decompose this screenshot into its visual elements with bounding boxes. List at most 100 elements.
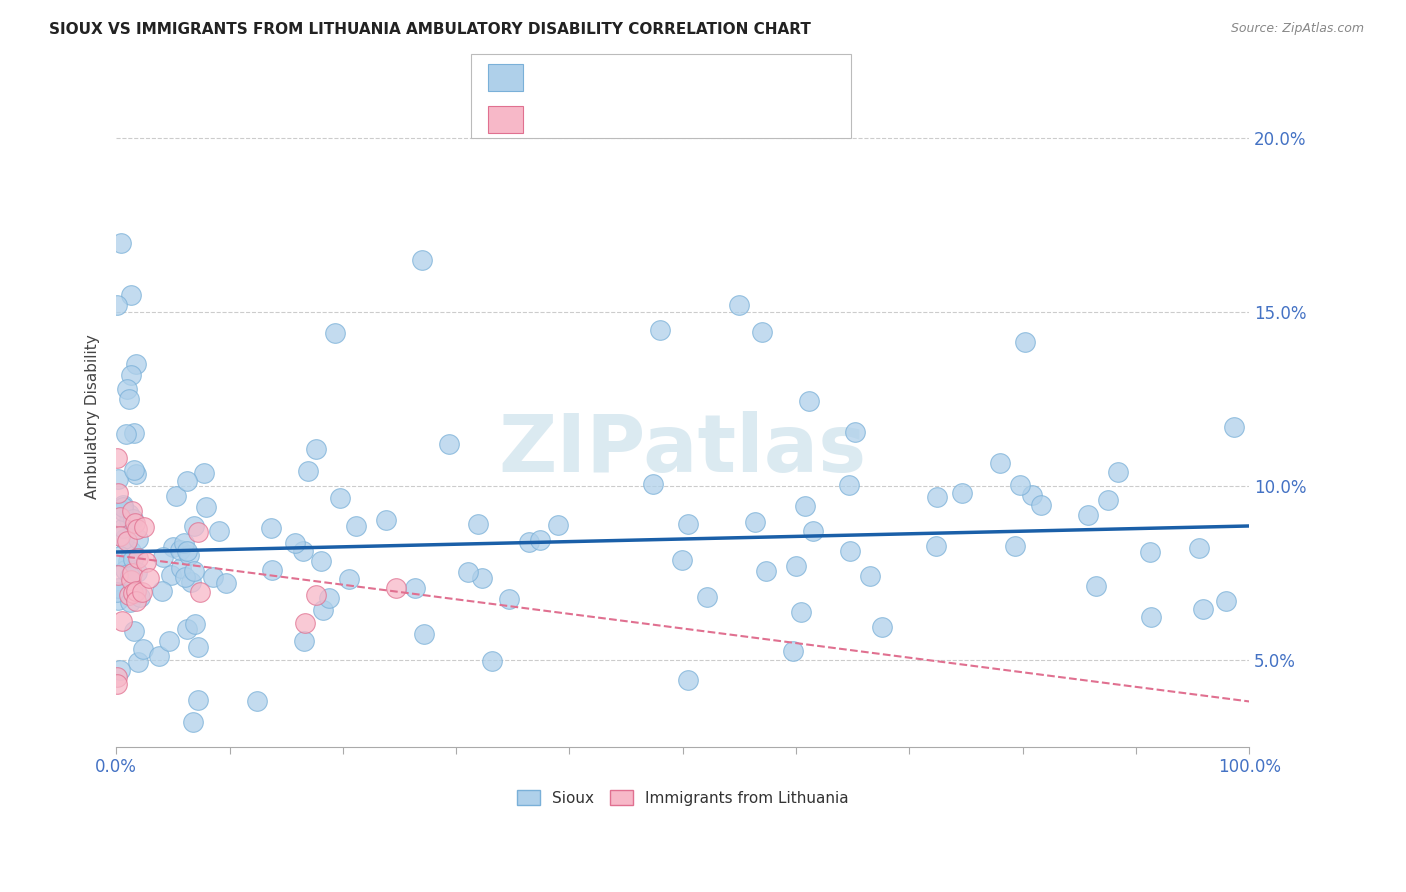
Point <box>118 513 141 527</box>
Point <box>375 513 398 527</box>
Point <box>118 595 141 609</box>
Text: SIOUX VS IMMIGRANTS FROM LITHUANIA AMBULATORY DISABILITY CORRELATION CHART: SIOUX VS IMMIGRANTS FROM LITHUANIA AMBUL… <box>49 22 811 37</box>
Point <box>547 518 569 533</box>
Point <box>135 555 157 569</box>
Point <box>121 552 143 566</box>
Point <box>118 588 141 602</box>
Point <box>744 515 766 529</box>
Text: R =: R = <box>534 70 562 85</box>
Point <box>1139 545 1161 559</box>
Point <box>165 489 187 503</box>
Point <box>176 474 198 488</box>
Point <box>121 566 143 581</box>
Point <box>437 437 460 451</box>
Point <box>138 571 160 585</box>
Point <box>797 394 820 409</box>
Point <box>457 565 479 579</box>
Point <box>838 478 860 492</box>
Point <box>120 573 142 587</box>
Point <box>176 622 198 636</box>
Point <box>1223 420 1246 434</box>
Point <box>183 564 205 578</box>
Point <box>292 543 315 558</box>
Point <box>115 533 138 548</box>
Point <box>180 574 202 589</box>
Point <box>105 298 128 312</box>
Point <box>755 564 778 578</box>
Point <box>988 456 1011 470</box>
Point <box>344 518 367 533</box>
Point <box>1084 579 1107 593</box>
Point <box>676 517 699 532</box>
Point <box>125 566 148 580</box>
Point <box>1008 478 1031 492</box>
Point <box>925 539 948 553</box>
Point <box>111 498 134 512</box>
Point <box>125 584 148 599</box>
Point <box>157 633 180 648</box>
Point <box>176 543 198 558</box>
Point <box>1077 508 1099 523</box>
Point <box>179 548 201 562</box>
Point <box>162 541 184 555</box>
Point <box>131 585 153 599</box>
Point <box>671 553 693 567</box>
Point <box>114 426 136 441</box>
Point <box>1004 539 1026 553</box>
Point <box>117 553 139 567</box>
Point <box>107 677 129 691</box>
Point <box>129 590 152 604</box>
Point <box>107 472 129 486</box>
Point <box>404 581 426 595</box>
Point <box>728 298 751 312</box>
Point <box>519 535 541 549</box>
Point <box>122 425 145 440</box>
Point <box>329 491 352 506</box>
Point <box>789 605 811 619</box>
Point <box>292 634 315 648</box>
Point <box>318 591 340 606</box>
Point <box>107 567 129 582</box>
Point <box>1107 465 1129 479</box>
Point <box>950 486 973 500</box>
Point <box>114 563 136 577</box>
Point <box>105 451 128 466</box>
Point <box>312 603 335 617</box>
Point <box>471 570 494 584</box>
Point <box>159 567 181 582</box>
Point <box>152 549 174 564</box>
Point <box>132 642 155 657</box>
Point <box>187 640 209 655</box>
Point <box>215 575 238 590</box>
Point <box>183 715 205 730</box>
Point <box>529 533 551 547</box>
Point <box>337 572 360 586</box>
Point <box>498 591 520 606</box>
Y-axis label: Ambulatory Disability: Ambulatory Disability <box>86 334 100 499</box>
Point <box>801 524 824 538</box>
Point <box>125 594 148 608</box>
Point <box>122 512 145 526</box>
Point <box>283 536 305 550</box>
Point <box>1187 541 1209 555</box>
Point <box>1021 487 1043 501</box>
Text: Source: ZipAtlas.com: Source: ZipAtlas.com <box>1230 22 1364 36</box>
Point <box>107 581 129 595</box>
Point <box>844 425 866 439</box>
Point <box>107 486 129 500</box>
Point <box>193 466 215 480</box>
Point <box>305 588 328 602</box>
Point <box>127 532 149 546</box>
Point <box>110 235 132 250</box>
Point <box>782 644 804 658</box>
Point <box>110 528 132 542</box>
Point <box>481 655 503 669</box>
Point <box>695 590 717 604</box>
Point <box>183 519 205 533</box>
Point <box>202 570 225 584</box>
Point <box>127 655 149 669</box>
Point <box>859 569 882 583</box>
Text: N =: N = <box>637 112 666 128</box>
Point <box>1140 609 1163 624</box>
Point <box>115 382 138 396</box>
